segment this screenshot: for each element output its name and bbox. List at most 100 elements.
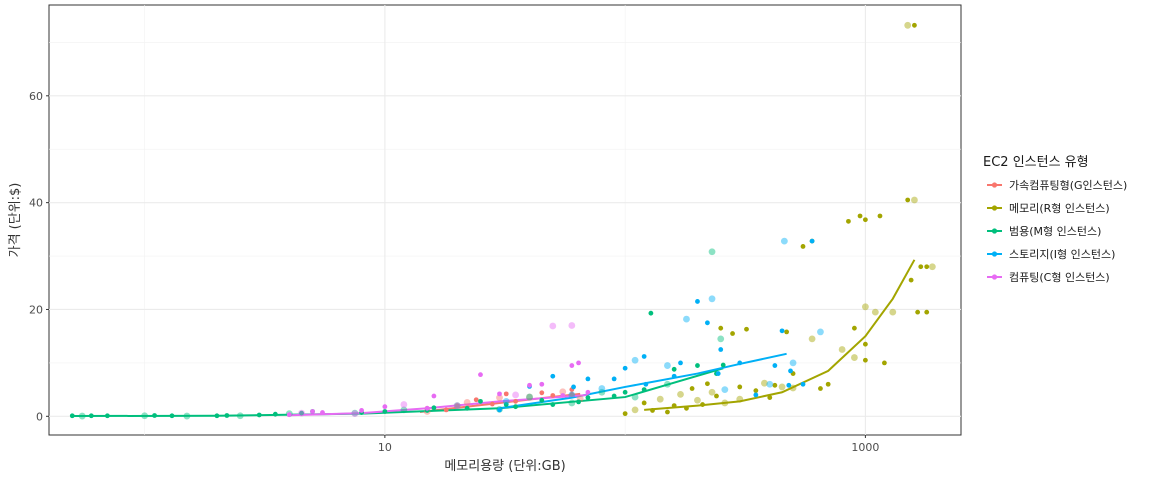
data-point [576, 399, 581, 405]
data-point [779, 328, 785, 334]
data-point [299, 410, 304, 416]
data-point [753, 392, 759, 398]
data-point [715, 371, 721, 376]
data-point [788, 368, 793, 374]
data-point [631, 356, 639, 364]
data-point [631, 406, 639, 414]
series-points [622, 21, 936, 417]
legend-key [987, 274, 1002, 280]
legend-key-dot [991, 205, 998, 211]
legend-key-dot [991, 274, 998, 280]
legend-label: 스토리지(I형 인스턴스) [1009, 248, 1115, 261]
data-point [800, 381, 806, 387]
data-point [737, 360, 743, 366]
data-point [918, 264, 924, 270]
data-point [224, 413, 230, 418]
data-point [512, 391, 519, 399]
legend-label: 범용(M형 인스턴스) [1009, 225, 1101, 238]
data-point [88, 413, 94, 419]
data-point [453, 402, 461, 410]
data-point [497, 391, 502, 397]
data-point [576, 360, 581, 366]
data-point [382, 409, 388, 414]
data-point [677, 391, 684, 398]
data-point [643, 381, 649, 387]
legend-key [987, 205, 1002, 211]
data-point [104, 413, 110, 419]
data-point [641, 354, 647, 359]
data-point [671, 403, 677, 409]
data-point [717, 335, 725, 343]
data-point [183, 412, 191, 420]
data-point [689, 386, 695, 391]
data-point [585, 376, 591, 382]
data-point [737, 384, 743, 390]
series-points [497, 237, 824, 413]
data-point [761, 379, 768, 387]
data-point [359, 408, 364, 413]
data-point [611, 393, 617, 399]
data-point [598, 388, 606, 396]
data-point [694, 396, 701, 404]
data-point [852, 325, 857, 331]
data-point [665, 409, 670, 415]
data-point [908, 277, 914, 283]
data-point [539, 390, 545, 396]
data-point [152, 413, 157, 418]
data-point [753, 388, 759, 394]
data-point [678, 360, 683, 366]
data-point [924, 264, 930, 270]
data-point [789, 359, 797, 367]
data-point [169, 413, 175, 419]
data-point [928, 263, 936, 271]
data-point [513, 398, 518, 404]
data-point [497, 407, 502, 413]
data-point [382, 404, 388, 410]
data-point [431, 405, 437, 411]
legend-title: EC2 인스턴스 유형 [983, 155, 1089, 170]
data-point [539, 397, 545, 403]
data-point [598, 385, 606, 392]
data-point [641, 400, 647, 406]
data-point [714, 393, 719, 399]
data-point [924, 309, 930, 315]
data-point [904, 21, 912, 29]
data-point [705, 320, 710, 326]
data-point [862, 217, 868, 223]
data-point [818, 386, 823, 391]
data-point [708, 388, 716, 396]
data-point [141, 412, 149, 420]
data-point [503, 402, 509, 407]
data-point [905, 197, 911, 203]
data-point [817, 328, 824, 336]
data-point [424, 405, 430, 411]
data-point [862, 341, 868, 347]
data-point [236, 412, 244, 420]
data-point [846, 218, 851, 224]
data-point [454, 403, 460, 409]
data-point [809, 238, 815, 244]
legend-label: 컴퓨팅(C형 인스턴스) [1009, 271, 1110, 284]
data-point [568, 399, 576, 407]
data-point [478, 372, 483, 378]
data-point [286, 412, 292, 418]
points-layer [69, 21, 936, 420]
data-point [766, 380, 774, 388]
data-point [838, 346, 846, 353]
data-point [671, 366, 677, 372]
data-point [915, 309, 921, 315]
data-point [513, 404, 518, 410]
data-point [463, 399, 471, 406]
data-point [641, 387, 647, 392]
data-point [786, 382, 792, 388]
data-point [708, 295, 716, 303]
data-point [550, 373, 556, 379]
data-point [568, 391, 576, 399]
data-point [671, 373, 677, 379]
trend-line [72, 367, 724, 418]
legend-key [987, 182, 1002, 188]
data-point [695, 363, 700, 368]
data-point [539, 381, 545, 387]
data-point [772, 382, 778, 388]
data-point [650, 408, 655, 413]
